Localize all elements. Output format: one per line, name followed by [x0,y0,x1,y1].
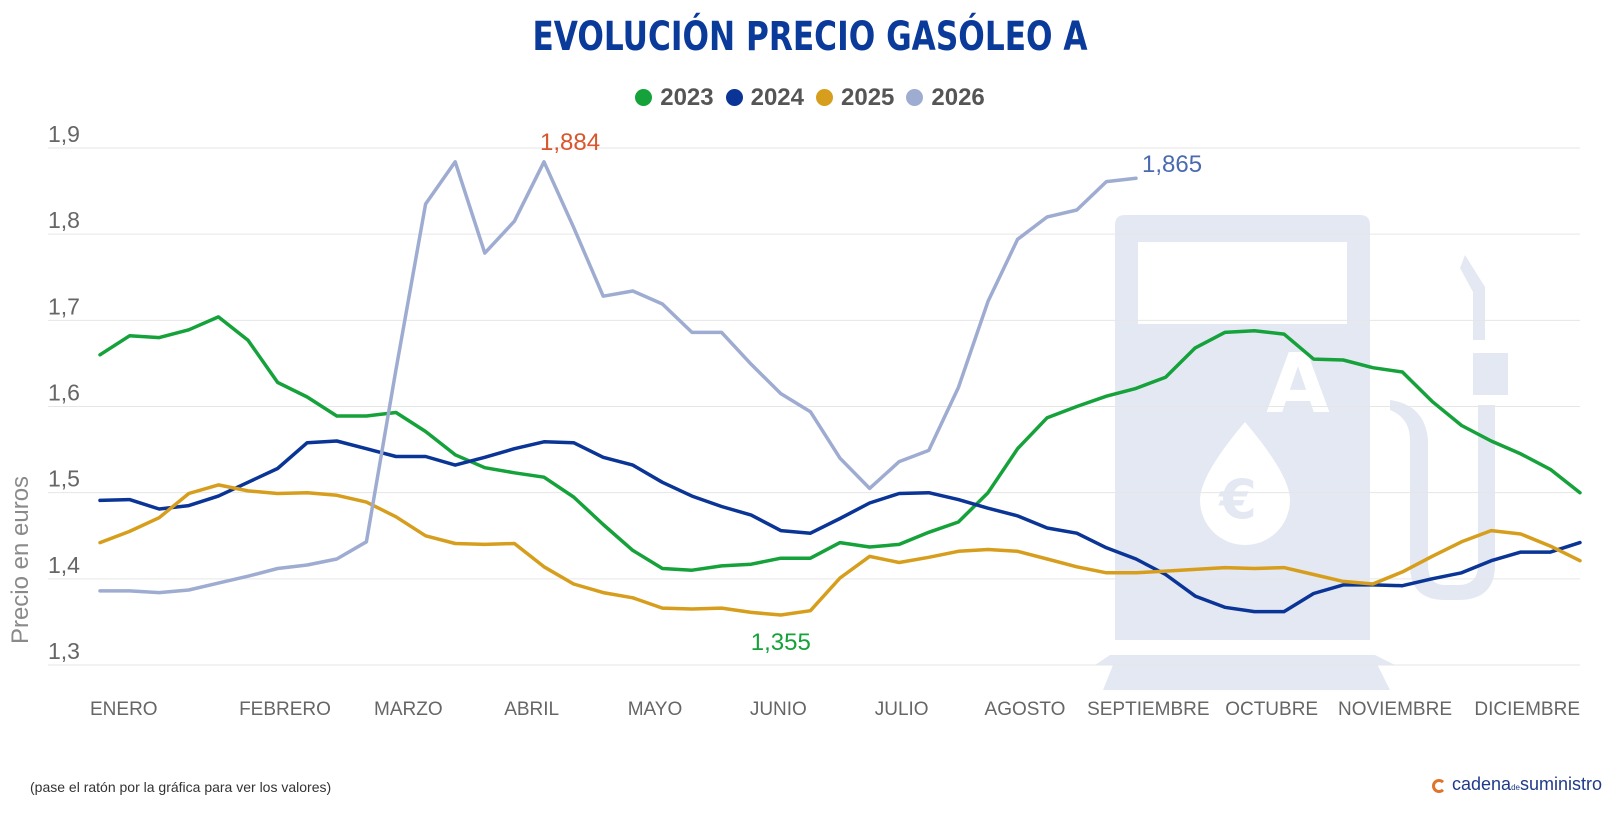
legend-dot [635,89,653,106]
x-axis: ENERO FEBRERO MARZO ABRIL MAYO JUNIO JULIO AGOS… [90,699,1580,720]
series-line-2025[interactable] [98,483,1582,617]
data-label: 1,884 [540,129,600,156]
x-tick-label: JULIO [875,699,929,720]
legend-label: 2023 [660,84,714,111]
x-tick-label: SEPTIEMBRE [1087,699,1209,720]
y-tick-label: 1,9 [48,121,80,147]
y-tick-label: 1,4 [48,552,80,578]
y-tick-label: 1,8 [48,207,80,233]
x-tick-label: NOVIEMBRE [1338,699,1452,720]
legend: 2023 2024 2025 2026 [0,84,1620,112]
x-tick-label: JUNIO [750,699,807,720]
legend-dot [816,89,833,106]
brand-main: cadena [1452,774,1512,794]
series-line-2024[interactable] [98,439,1582,614]
legend-item-2025[interactable]: 2025 [816,84,894,112]
y-tick-label: 1,5 [48,466,80,492]
x-tick-label: AGOSTO [985,699,1066,720]
y-tick-label: 1,3 [48,638,80,664]
x-tick-label: MARZO [374,699,443,720]
x-tick-label: OCTUBRE [1225,699,1318,720]
x-tick-label: MAYO [628,699,683,720]
y-tick-label: 1,7 [48,293,80,319]
x-tick-label: FEBRERO [239,699,331,720]
brand-end: suministro [1519,774,1602,794]
legend-item-2023[interactable]: 2023 [635,84,714,112]
svg-text:A: A [1266,337,1330,432]
fuel-pump-icon: A € [1095,215,1508,690]
legend-item-2026[interactable]: 2026 [906,84,985,112]
brand-logo: cadenadesuministro [1432,774,1602,795]
brand-small: de [1511,783,1520,792]
series-line-2023[interactable] [98,315,1582,572]
x-tick-label: ABRIL [504,699,559,720]
grid-lines [48,147,1580,666]
legend-dot [906,89,924,106]
y-tick-label: 1,6 [48,380,80,406]
legend-label: 2024 [750,84,804,111]
data-label: 1,865 [1142,151,1202,178]
legend-label: 2025 [841,84,895,111]
series-line-2026[interactable] [98,160,1138,595]
x-tick-label: ENERO [90,699,158,720]
legend-dot [725,89,743,106]
x-tick-label: DICIEMBRE [1474,699,1580,720]
annotations: 1,884 1,865 1,355 [540,129,1202,656]
brand-mark-icon [1432,779,1446,793]
series-lines [98,160,1582,617]
y-axis-label: Precio en euros [7,476,34,644]
hover-note: (pase el ratón por la gráfica para ver l… [30,779,332,795]
chart-title: EVOLUCIÓN PRECIO GASÓLEO A [532,14,1088,60]
line-chart[interactable]: A € 1,3 1,4 1,5 1,6 1,7 1,8 1,9 ENERO FEBRERO MA… [0,0,1620,740]
legend-item-2024[interactable]: 2024 [725,84,804,112]
svg-text:€: € [1217,468,1257,531]
y-axis: 1,3 1,4 1,5 1,6 1,7 1,8 1,9 [48,121,80,664]
legend-label: 2026 [931,84,985,111]
data-label: 1,355 [751,629,811,656]
